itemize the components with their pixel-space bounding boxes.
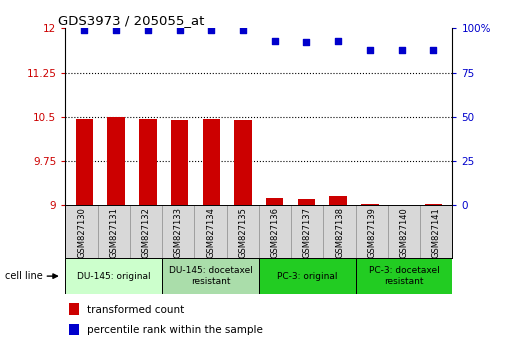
Text: GSM827138: GSM827138	[335, 207, 344, 258]
Point	[270, 38, 279, 44]
Bar	[259, 258, 356, 294]
Bar	[162, 258, 259, 294]
Text: PC-3: docetaxel
resistant: PC-3: docetaxel resistant	[369, 267, 439, 286]
Bar	[171, 120, 188, 205]
Point	[175, 27, 184, 33]
Text: GSM827132: GSM827132	[142, 207, 151, 258]
Text: PC-3: original: PC-3: original	[277, 272, 337, 281]
Point	[207, 27, 215, 33]
Text: GDS3973 / 205055_at: GDS3973 / 205055_at	[58, 14, 204, 27]
Bar	[139, 119, 156, 205]
Text: GSM827133: GSM827133	[174, 207, 183, 258]
Bar	[69, 303, 79, 315]
Point	[112, 27, 120, 33]
Text: GSM827130: GSM827130	[77, 207, 86, 258]
Text: GSM827134: GSM827134	[206, 207, 215, 258]
Text: DU-145: original: DU-145: original	[77, 272, 151, 281]
Bar	[107, 118, 125, 205]
Text: GSM827131: GSM827131	[109, 207, 118, 258]
Text: DU-145: docetaxel
resistant: DU-145: docetaxel resistant	[168, 267, 253, 286]
Point	[302, 40, 311, 45]
Bar	[234, 120, 252, 205]
Bar	[65, 258, 162, 294]
Text: percentile rank within the sample: percentile rank within the sample	[87, 325, 263, 336]
Bar	[266, 198, 283, 205]
Bar	[356, 258, 452, 294]
Bar	[69, 324, 79, 335]
Bar	[298, 199, 315, 205]
Text: GSM827135: GSM827135	[238, 207, 247, 258]
Bar	[425, 204, 442, 205]
Point	[334, 38, 343, 44]
Point	[366, 47, 374, 52]
Point	[429, 47, 438, 52]
Point	[144, 27, 152, 33]
Point	[397, 47, 406, 52]
Text: cell line: cell line	[5, 271, 43, 281]
Text: transformed count: transformed count	[87, 305, 184, 315]
Point	[239, 27, 247, 33]
Text: GSM827136: GSM827136	[270, 207, 279, 258]
Bar	[361, 204, 379, 205]
Text: GSM827140: GSM827140	[400, 207, 408, 258]
Text: GSM827141: GSM827141	[432, 207, 441, 258]
Text: GSM827137: GSM827137	[303, 207, 312, 258]
Bar	[202, 119, 220, 205]
Bar	[76, 119, 93, 205]
Bar	[329, 196, 347, 205]
Point	[80, 27, 88, 33]
Text: GSM827139: GSM827139	[367, 207, 376, 258]
